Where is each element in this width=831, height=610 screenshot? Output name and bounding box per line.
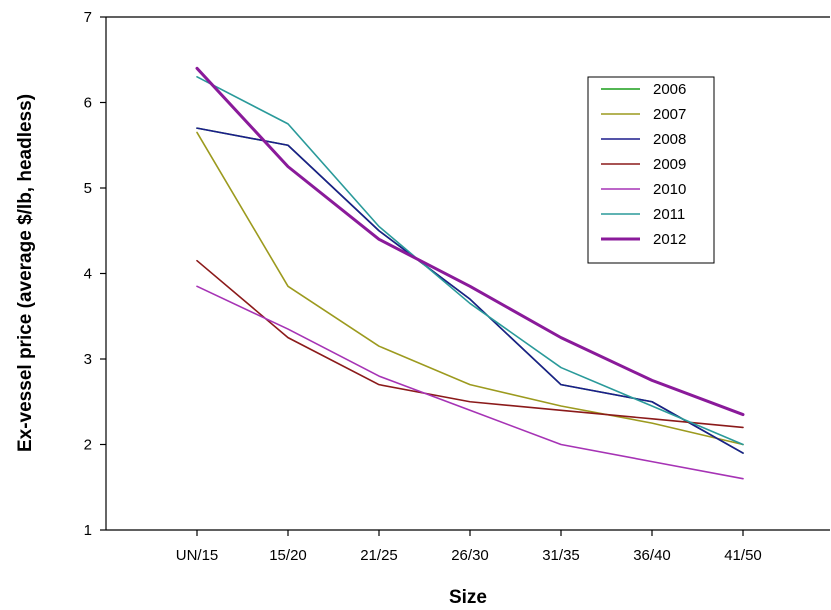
legend-label-2007: 2007	[653, 106, 686, 123]
x-tick-label: 41/50	[724, 547, 762, 564]
legend-label-2008: 2008	[653, 131, 686, 148]
y-tick-label: 3	[84, 351, 92, 368]
x-tick-label: 21/25	[360, 547, 398, 564]
x-tick-label: 15/20	[269, 547, 307, 564]
y-tick-label: 2	[84, 437, 92, 454]
legend-label-2011: 2011	[653, 206, 685, 223]
legend-label-2010: 2010	[653, 181, 686, 198]
legend-label-2006: 2006	[653, 81, 686, 98]
series-line-2009	[196, 259, 744, 429]
x-axis-title: Size	[449, 587, 487, 608]
x-tick-label: UN/15	[176, 547, 219, 564]
legend-box	[587, 76, 715, 264]
series-line-2008	[196, 127, 744, 454]
y-tick-label: 7	[84, 9, 92, 26]
x-ticks: UN/15 15/20 21/25 26/30 31/35 36/40 41/50	[176, 530, 762, 564]
legend-label-2012: 2012	[653, 231, 686, 248]
y-tick-label: 6	[84, 95, 92, 112]
y-tick-label: 4	[84, 266, 92, 283]
series-lines	[195, 66, 745, 480]
x-tick-label: 31/35	[542, 547, 580, 564]
y-tick-label: 1	[84, 522, 92, 539]
series-line-2010	[196, 285, 744, 480]
y-ticks: 1 2 3 4 5 6 7	[84, 9, 106, 539]
legend: 2006 2007 2008 2009 2010 2011 2012	[587, 76, 715, 264]
y-axis-title: Ex-vessel price (average $/lb, headless)	[15, 94, 36, 452]
y-tick-label: 5	[84, 180, 92, 197]
legend-label-2009: 2009	[653, 156, 686, 173]
x-tick-label: 36/40	[633, 547, 671, 564]
series-line-2011	[196, 76, 744, 446]
plot-area	[105, 16, 830, 531]
series-line-2007	[196, 131, 744, 446]
x-tick-label: 26/30	[451, 547, 489, 564]
series-line-2012	[195, 66, 745, 417]
